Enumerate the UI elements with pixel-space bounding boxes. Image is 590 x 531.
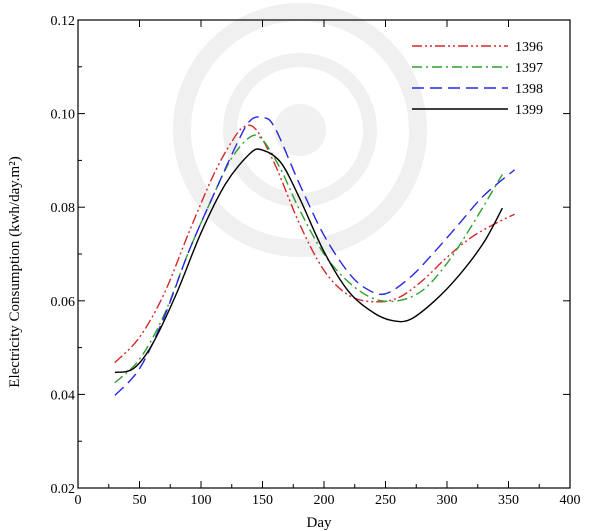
x-tick-label: 100 [191,493,212,508]
x-tick-label: 300 [437,493,458,508]
y-tick-label: 0.02 [51,482,76,497]
series-line-1398 [114,116,516,396]
legend-label-1396: 1396 [515,40,543,55]
legend-label-1397: 1397 [515,61,543,76]
y-tick-label: 0.08 [51,201,76,216]
x-tick-label: 50 [133,493,147,508]
watermark [173,3,427,257]
x-tick-label: 400 [560,493,581,508]
y-tick-label: 0.12 [51,14,76,29]
x-tick-label: 0 [75,493,82,508]
x-tick-label: 250 [375,493,396,508]
legend-label-1399: 1399 [515,103,543,118]
y-tick-label: 0.04 [51,388,76,403]
y-tick-label: 0.06 [51,295,76,310]
x-axis-title: Day [307,515,332,531]
x-tick-label: 350 [498,493,519,508]
series-line-1399 [114,148,503,374]
x-tick-label: 200 [314,493,335,508]
x-tick-label: 150 [252,493,273,508]
y-axis-title: Electricity Consumption (kwh/day.m²) [7,156,23,387]
y-tick-label: 0.10 [51,108,76,123]
legend-label-1398: 1398 [515,82,543,97]
